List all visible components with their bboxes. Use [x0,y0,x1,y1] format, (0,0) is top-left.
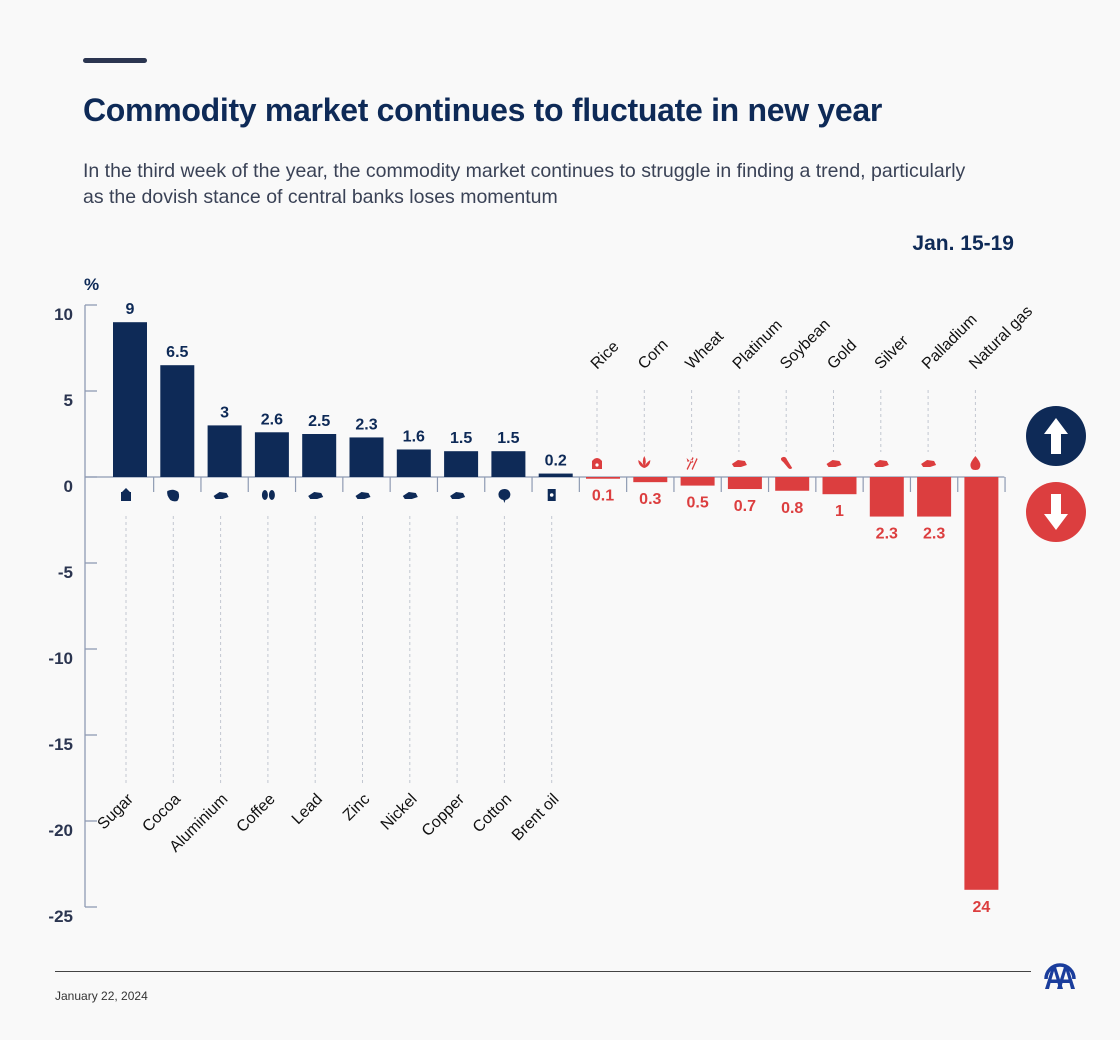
category-label: Cotton [470,791,515,836]
oil-barrel-icon [547,489,556,501]
category-label: Lead [289,791,326,828]
data-label: 1.6 [403,428,425,445]
data-label: 2.3 [876,526,898,543]
data-label: 2.5 [308,413,330,430]
data-label: 2.6 [261,411,283,428]
y-tick-label: 0 [64,477,73,496]
publish-date: January 22, 2024 [55,989,148,1003]
y-tick-label: 10 [54,305,73,324]
bar-silver [869,477,904,517]
data-label: 0.5 [686,495,708,512]
data-label: 9 [126,301,135,318]
sugar-sack-icon [121,488,131,501]
metal-bars-icon [873,460,889,467]
bar-natural-gas [964,477,999,890]
bar-copper [444,451,479,477]
arrow-up-circle-icon [1026,406,1086,466]
metal-bars-icon [355,492,371,499]
coffee-beans-icon [261,490,275,500]
wheat-icon [686,457,698,470]
chart-subtitle: In the third week of the year, the commo… [83,160,966,208]
bar-platinum [727,477,762,490]
bar-palladium [917,477,952,517]
bar-corn [633,477,668,483]
category-label: Platinum [730,317,786,373]
data-label: 0.7 [734,498,756,515]
anadolu-agency-logo-icon [1044,963,1076,989]
footer-rule [55,971,1031,972]
data-labels: 9 6.5 3 2.6 2.5 2.3 1.6 1.5 1.5 0.2 0.1 0.3 0.5 0.7 0.… [126,301,991,916]
bars [113,322,999,890]
date-range-label: Jan. 15-19 [912,232,1014,255]
bar-rice [586,477,620,479]
data-label: 0.3 [639,491,661,508]
bar-nickel [396,449,431,477]
data-label: 1.5 [450,430,472,447]
data-label: 6.5 [166,344,188,361]
y-tick-label: -20 [48,821,73,840]
metal-bars-icon [826,460,842,467]
bar-soybean [775,477,810,491]
bar-aluminium [207,425,242,477]
bar-zinc [349,437,384,477]
label-guides [125,390,976,785]
data-label: 0.8 [781,500,803,517]
data-label: 2.3 [355,416,377,433]
data-label: 0.2 [545,453,567,470]
data-label: 1.5 [497,430,519,447]
metal-bars-icon [450,492,466,499]
y-axis-unit-label: % [84,275,99,294]
category-label: Soybean [777,316,834,373]
category-icons [121,456,981,503]
soybean-pod-icon [780,456,793,469]
y-tick-label: -10 [48,649,73,668]
metal-bars-icon [731,460,747,467]
category-label: Brent oil [509,791,563,845]
bar-cotton [491,451,526,477]
category-label: Zinc [340,791,373,824]
metal-bars-icon [402,492,418,499]
header-accent-rule [83,58,147,63]
data-label: 1 [835,503,844,520]
bar-gold [822,477,857,495]
data-label: 2.3 [923,526,945,543]
bar-wheat [680,477,715,486]
category-label: Corn [635,336,672,373]
y-tick-label: -5 [58,563,73,582]
category-label: Rice [588,338,623,373]
category-label: Silver [872,332,913,373]
y-tick-label: -15 [48,735,73,754]
cocoa-pod-icon [167,489,180,502]
category-label: Nickel [378,791,421,834]
chart-title: Commodity market continues to fluctuate … [83,92,883,128]
category-label: Gold [824,337,860,373]
bar-sugar [113,322,147,477]
data-label: 3 [220,404,229,421]
metal-bars-icon [921,460,937,467]
data-label: 0.1 [592,488,614,505]
metal-bars-icon [213,492,229,499]
y-tick-label: -25 [48,907,73,926]
category-label: Natural gas [966,303,1036,373]
category-label: Wheat [682,328,727,373]
cotton-boll-icon [498,489,511,503]
corn-plant-icon [638,456,651,468]
data-label: 24 [973,899,991,916]
metal-bars-icon [308,492,324,499]
category-label: Cocoa [139,791,184,836]
y-tick-label: 5 [64,391,73,410]
bar-cocoa [160,365,195,477]
bar-brent-oil [538,473,573,477]
bar-coffee [254,432,289,477]
category-label: Coffee [234,791,279,836]
bar-lead [302,434,337,477]
arrow-down-circle-icon [1026,482,1086,542]
category-label: Copper [419,790,469,840]
rice-sack-icon [592,458,602,469]
gas-flame-icon [970,456,981,470]
category-label: Sugar [95,790,138,833]
